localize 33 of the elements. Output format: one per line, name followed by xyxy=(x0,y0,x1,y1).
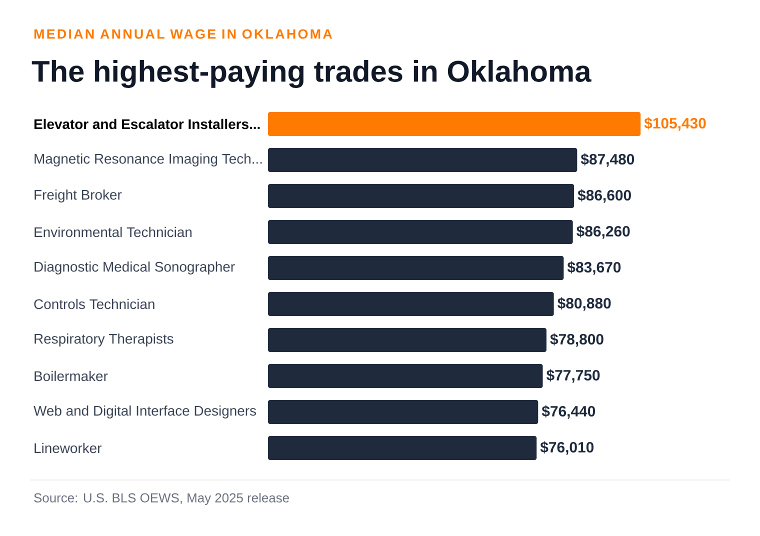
data-label: $77,750 xyxy=(546,369,600,383)
chart-subtitle: MEDIAN ANNUAL WAGE IN OKLAHOMA xyxy=(34,29,332,39)
y-tick-label: Boilermaker xyxy=(34,370,108,382)
data-label: $105,430 xyxy=(644,117,706,131)
data-label: $78,800 xyxy=(550,333,604,347)
y-tick-label: Controls Technician xyxy=(34,298,154,310)
bar xyxy=(268,148,578,172)
data-label: $86,600 xyxy=(578,189,631,203)
data-label: $87,480 xyxy=(580,153,634,167)
bar xyxy=(268,292,554,316)
y-tick-label: Diagnostic Medical Sonographer xyxy=(34,261,235,274)
bar xyxy=(268,220,573,244)
bar xyxy=(268,256,564,280)
y-tick-label: Elevator and Escalator Installers... xyxy=(34,118,260,130)
y-tick-label: Respiratory Therapists xyxy=(34,333,174,346)
bar xyxy=(268,436,537,460)
bar xyxy=(268,112,641,136)
y-tick-label: Lineworker xyxy=(34,442,102,454)
bar xyxy=(268,184,574,208)
data-label: $86,260 xyxy=(576,225,630,239)
y-tick-label: Magnetic Resonance Imaging Tech... xyxy=(34,153,262,166)
chart-title: The highest-paying trades in Oklahoma xyxy=(32,60,592,88)
bar xyxy=(268,328,546,352)
bar xyxy=(268,400,538,424)
data-label: $80,880 xyxy=(558,297,611,311)
bar xyxy=(268,364,543,388)
y-tick-label: Freight Broker xyxy=(34,189,122,202)
y-tick-label: Web and Digital Interface Designers xyxy=(34,405,256,418)
data-label: $76,440 xyxy=(542,405,596,419)
data-label: $83,670 xyxy=(567,261,621,275)
data-label: $76,010 xyxy=(540,441,594,455)
y-tick-label: Environmental Technician xyxy=(34,226,192,238)
source-note: Source: U.S. BLS OEWS, May 2025 release xyxy=(34,492,289,506)
